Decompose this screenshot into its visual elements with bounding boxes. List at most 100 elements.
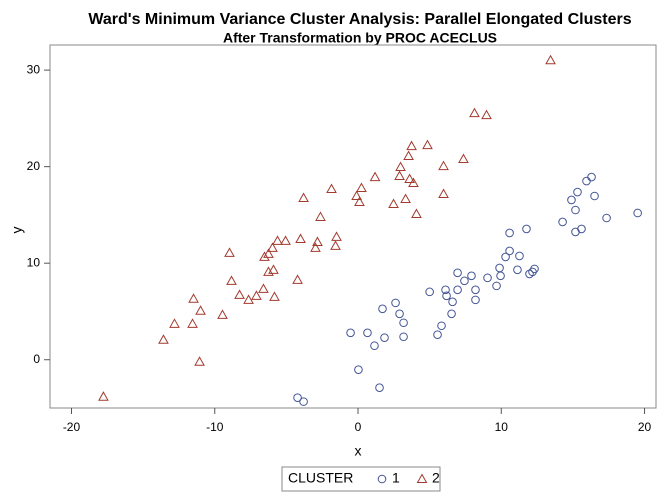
- point: [522, 224, 531, 234]
- point: [577, 224, 586, 234]
- point: [310, 242, 321, 252]
- point: [501, 252, 510, 262]
- point: [471, 285, 480, 295]
- point: [351, 190, 362, 200]
- legend-box: [281, 466, 441, 492]
- x-axis-label: x: [355, 443, 362, 459]
- point: [483, 273, 492, 283]
- point: [298, 192, 309, 203]
- point: [425, 287, 434, 297]
- point: [269, 291, 280, 301]
- legend-label: 2: [432, 470, 440, 486]
- point: [299, 397, 308, 406]
- point: [573, 187, 582, 197]
- point: [293, 393, 302, 402]
- point: [513, 265, 522, 275]
- point: [217, 309, 228, 319]
- point: [391, 298, 400, 308]
- point: [346, 328, 355, 338]
- point: [188, 293, 199, 303]
- point: [453, 268, 462, 278]
- point: [263, 248, 274, 258]
- point: [411, 208, 422, 218]
- point: [98, 391, 109, 401]
- legend-marker: [416, 473, 428, 483]
- point: [268, 264, 279, 274]
- point: [378, 304, 387, 314]
- point: [380, 333, 389, 343]
- point: [492, 281, 501, 291]
- point: [399, 318, 408, 328]
- point: [395, 161, 406, 172]
- point: [272, 235, 283, 245]
- point: [633, 208, 642, 218]
- point: [404, 173, 415, 184]
- chart-subtitle: After Transformation by PROC ACECLUS: [223, 30, 497, 46]
- point: [258, 283, 269, 293]
- point: [408, 177, 419, 188]
- point: [400, 193, 411, 203]
- point: [369, 171, 381, 182]
- y-tick-label: 20: [27, 159, 41, 173]
- point: [388, 198, 399, 209]
- point: [438, 160, 449, 171]
- point: [194, 356, 205, 366]
- point: [243, 294, 254, 304]
- point: [259, 251, 270, 261]
- point: [437, 321, 446, 331]
- point: [441, 285, 450, 295]
- point: [587, 172, 596, 182]
- point: [356, 182, 367, 192]
- point: [458, 153, 469, 164]
- point: [354, 365, 363, 374]
- y-axis-label: y: [9, 227, 25, 234]
- point: [395, 309, 404, 319]
- point: [422, 139, 433, 150]
- point: [399, 332, 408, 342]
- point: [375, 383, 384, 393]
- point: [158, 334, 169, 344]
- x-tick-label: 0: [355, 420, 362, 434]
- x-tick-label: 10: [495, 420, 509, 434]
- point: [530, 264, 539, 274]
- point: [460, 276, 469, 286]
- point: [331, 231, 342, 241]
- point: [448, 297, 457, 307]
- chart-title: Ward's Minimum Variance Cluster Analysis…: [88, 11, 631, 28]
- point: [403, 150, 414, 161]
- point: [467, 271, 476, 281]
- point: [195, 305, 206, 315]
- legend-title: CLUSTER: [288, 470, 353, 486]
- point: [363, 328, 372, 338]
- point: [453, 285, 462, 295]
- point: [602, 213, 611, 223]
- y-tick-label: 0: [33, 352, 40, 366]
- point: [330, 240, 341, 250]
- point: [224, 247, 235, 257]
- y-tick-label: 10: [27, 255, 41, 269]
- point: [469, 107, 480, 118]
- point: [315, 211, 326, 221]
- point: [280, 235, 291, 245]
- y-tick-label: 30: [27, 62, 41, 76]
- point: [496, 271, 505, 281]
- x-tick-label: -10: [206, 420, 224, 434]
- point: [370, 341, 379, 351]
- point: [558, 217, 567, 227]
- point: [447, 309, 456, 319]
- x-tick-label: -20: [63, 420, 81, 434]
- point: [406, 140, 417, 151]
- point: [515, 251, 524, 261]
- point: [571, 205, 580, 215]
- point: [590, 191, 599, 201]
- point: [505, 228, 514, 238]
- point: [295, 233, 306, 243]
- point: [505, 246, 514, 256]
- legend-marker: [377, 474, 387, 484]
- point: [292, 274, 303, 284]
- point: [438, 188, 449, 198]
- point: [567, 195, 576, 205]
- point: [394, 170, 405, 181]
- point: [226, 275, 237, 285]
